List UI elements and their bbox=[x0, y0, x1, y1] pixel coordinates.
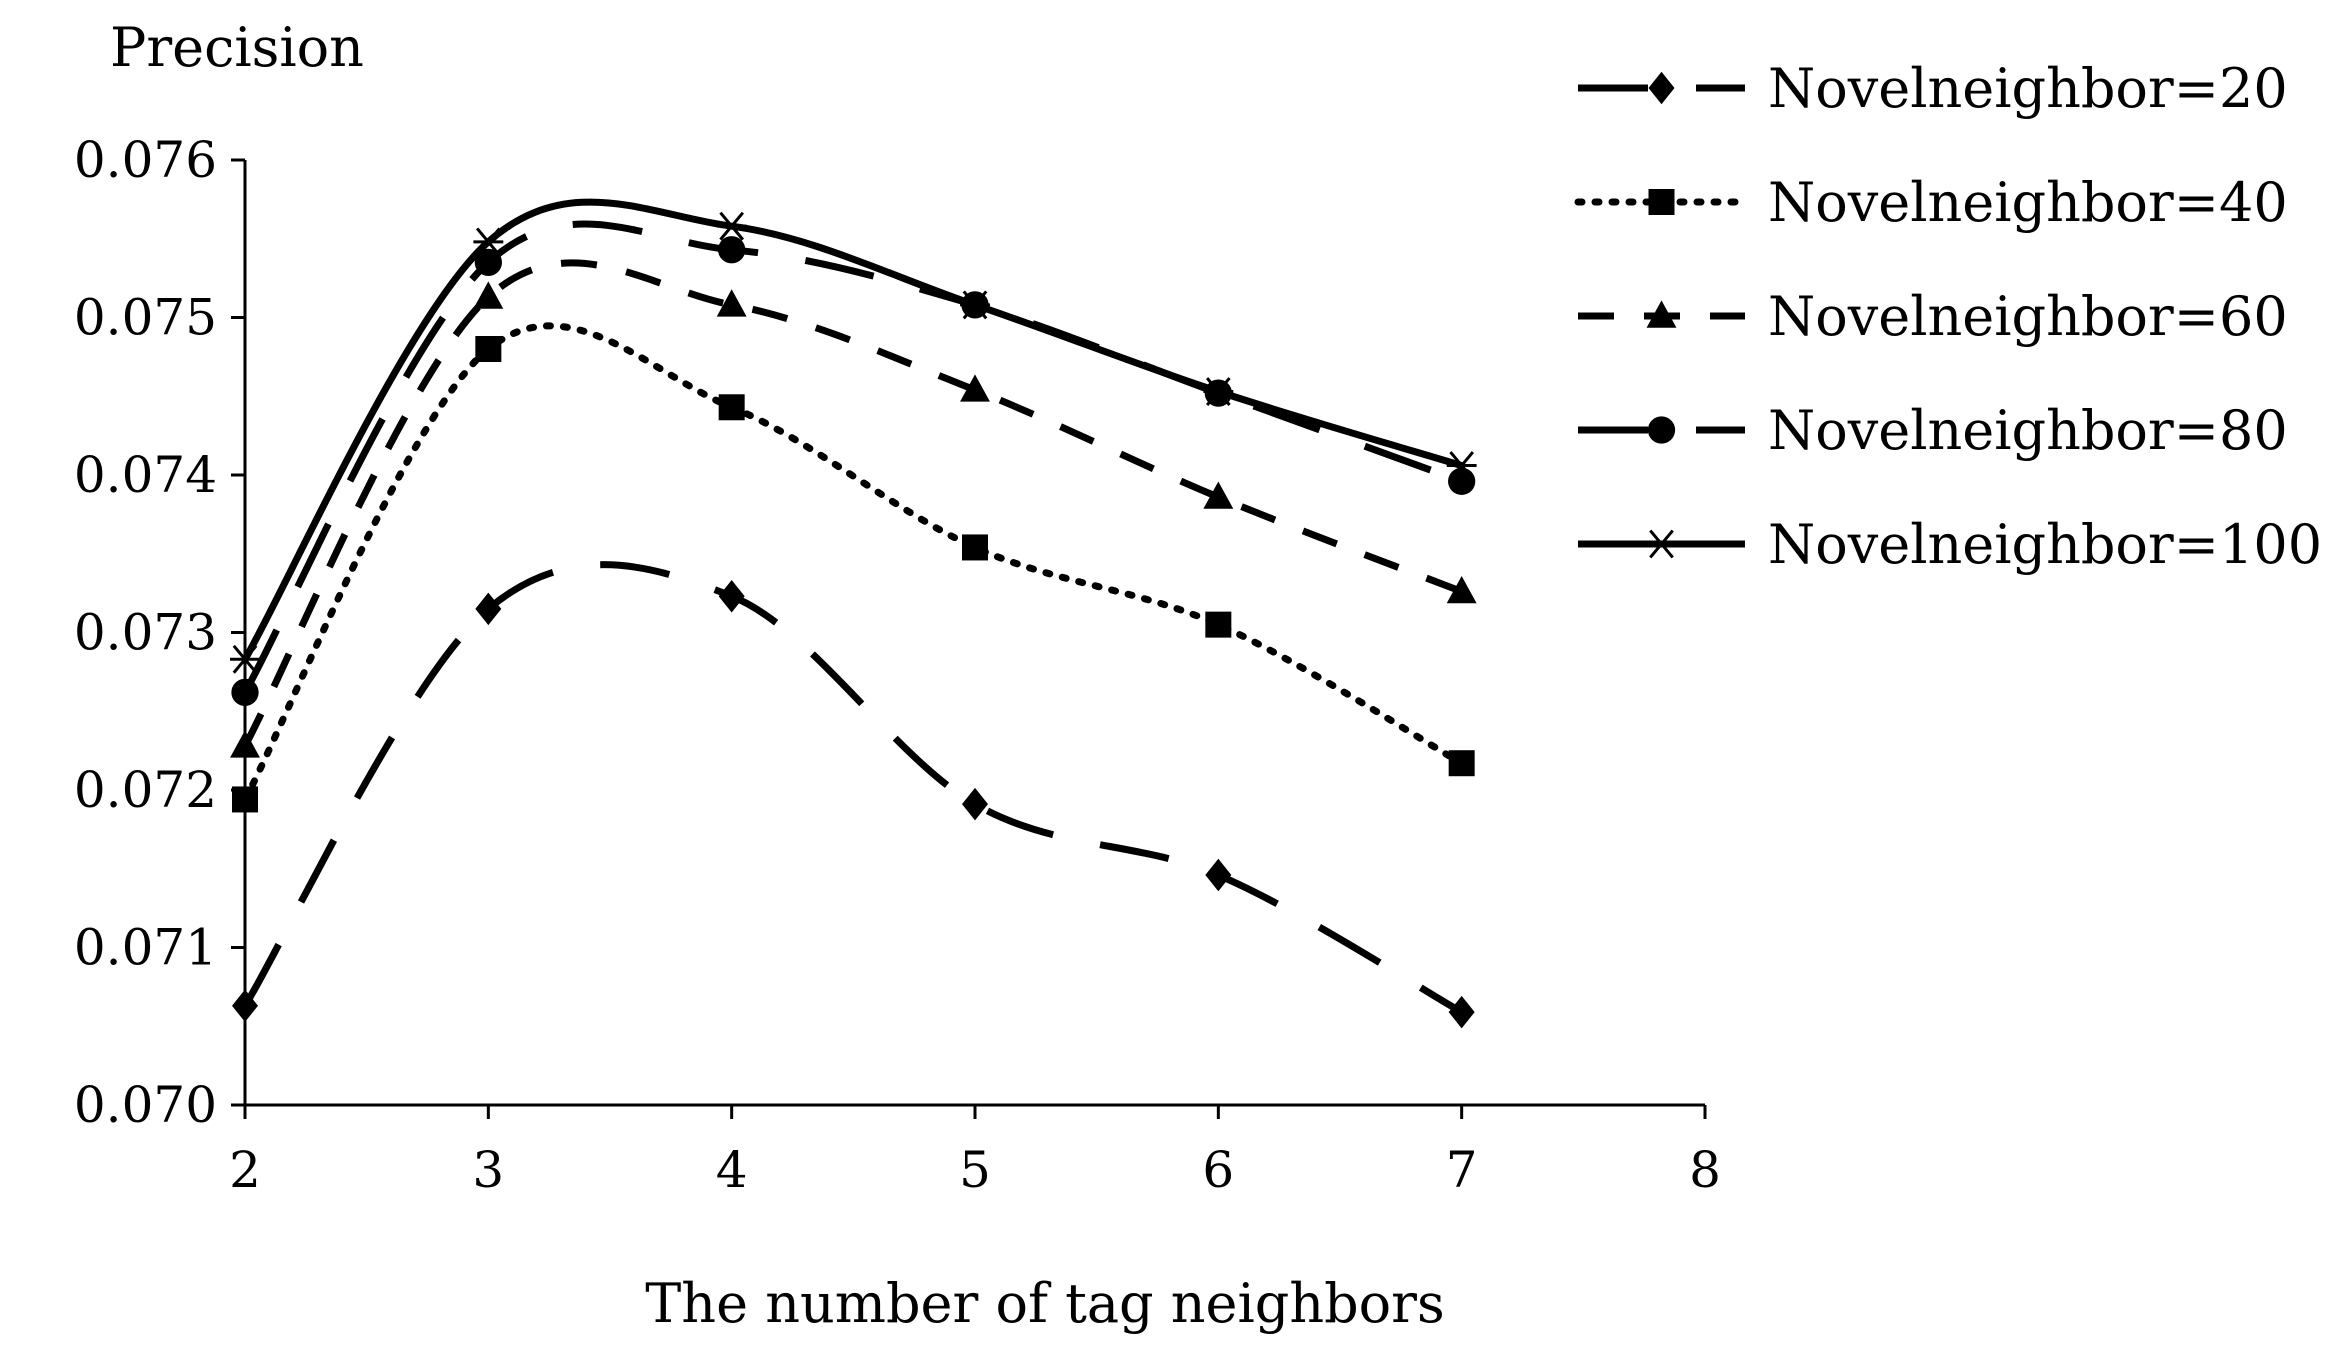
data-point-triangle bbox=[716, 289, 747, 317]
series-2 bbox=[232, 322, 1475, 813]
series-5 bbox=[230, 198, 1477, 674]
data-point-diamond bbox=[232, 989, 258, 1023]
x-tick-label: 2 bbox=[229, 1141, 261, 1199]
x-tick-label: 4 bbox=[716, 1141, 748, 1199]
data-point-triangle bbox=[230, 730, 260, 758]
x-tick-label: 3 bbox=[472, 1141, 504, 1199]
data-point-triangle bbox=[1203, 481, 1234, 509]
data-point-asterisk bbox=[473, 227, 504, 257]
data-point-diamond bbox=[1448, 995, 1475, 1029]
legend-marker-diamond bbox=[1648, 71, 1675, 105]
legend-marker-asterisk bbox=[1646, 529, 1677, 559]
data-point-circle bbox=[231, 678, 259, 706]
data-point-circle bbox=[474, 248, 502, 277]
series-1 bbox=[232, 561, 1475, 1029]
series-line bbox=[241, 198, 1463, 662]
series-4 bbox=[231, 220, 1476, 706]
y-tick-label: 0.073 bbox=[74, 604, 217, 662]
y-tick-label: 0.072 bbox=[74, 761, 217, 819]
x-tick-label: 7 bbox=[1446, 1141, 1478, 1199]
data-point-diamond bbox=[1205, 858, 1232, 892]
y-tick-label: 0.075 bbox=[74, 289, 217, 347]
y-tick-label: 0.076 bbox=[74, 131, 217, 189]
series-line bbox=[241, 322, 1466, 803]
data-point-square bbox=[1205, 611, 1232, 638]
x-tick-label: 5 bbox=[959, 1141, 991, 1199]
series-layer bbox=[230, 198, 1477, 1029]
legend-item: Novelneighbor=100 bbox=[1578, 513, 2322, 576]
legend-item: Novelneighbor=40 bbox=[1574, 171, 2288, 234]
data-point-diamond bbox=[962, 787, 988, 821]
data-point-square bbox=[1448, 750, 1475, 777]
series-3 bbox=[230, 259, 1477, 758]
data-point-diamond bbox=[475, 592, 502, 626]
legend-item: Novelneighbor=80 bbox=[1578, 399, 2288, 462]
legend: Novelneighbor=20 Novelneighbor=40 Novelnei… bbox=[1574, 57, 2322, 576]
y-tick-label: 0.070 bbox=[74, 1076, 217, 1134]
x-tick-label: 8 bbox=[1689, 1141, 1721, 1199]
data-point-square bbox=[718, 394, 745, 421]
data-point-triangle bbox=[960, 374, 990, 402]
legend-item: Novelneighbor=20 bbox=[1578, 57, 2288, 120]
legend-item: Novelneighbor=60 bbox=[1578, 285, 2288, 348]
y-tick-label: 0.074 bbox=[74, 446, 217, 504]
x-axis-title: The number of tag neighbors bbox=[645, 1272, 1444, 1335]
data-point-asterisk bbox=[230, 644, 260, 674]
legend-label: Novelneighbor=80 bbox=[1768, 399, 2288, 462]
y-tick-label: 0.071 bbox=[74, 919, 217, 977]
axes: 0.070 0.071 0.072 0.073 0.074 0.075 0.076 2 3 4 5 6… bbox=[74, 131, 1721, 1199]
data-point-triangle bbox=[1446, 575, 1477, 604]
data-point-circle bbox=[718, 236, 746, 264]
legend-marker-circle bbox=[1647, 416, 1676, 444]
legend-marker-square bbox=[1648, 189, 1675, 215]
series-line bbox=[241, 220, 1463, 695]
data-point-circle bbox=[1448, 467, 1476, 495]
legend-label: Novelneighbor=60 bbox=[1768, 285, 2288, 348]
x-tick-label: 6 bbox=[1202, 1141, 1234, 1199]
legend-marker-triangle bbox=[1646, 300, 1677, 328]
data-point-asterisk bbox=[1203, 377, 1234, 406]
y-axis-title: Precision bbox=[110, 16, 364, 79]
legend-label: Novelneighbor=40 bbox=[1768, 171, 2288, 234]
legend-label: Novelneighbor=100 bbox=[1768, 513, 2322, 576]
data-point-square bbox=[962, 534, 988, 561]
data-point-square bbox=[475, 336, 502, 362]
data-point-square bbox=[232, 786, 258, 813]
series-line bbox=[242, 561, 1464, 1016]
data-point-diamond bbox=[718, 580, 745, 613]
legend-label: Novelneighbor=20 bbox=[1768, 57, 2288, 120]
data-point-asterisk bbox=[716, 211, 747, 241]
data-point-asterisk bbox=[960, 290, 990, 320]
data-point-asterisk bbox=[1446, 451, 1477, 480]
data-point-triangle bbox=[473, 281, 504, 309]
